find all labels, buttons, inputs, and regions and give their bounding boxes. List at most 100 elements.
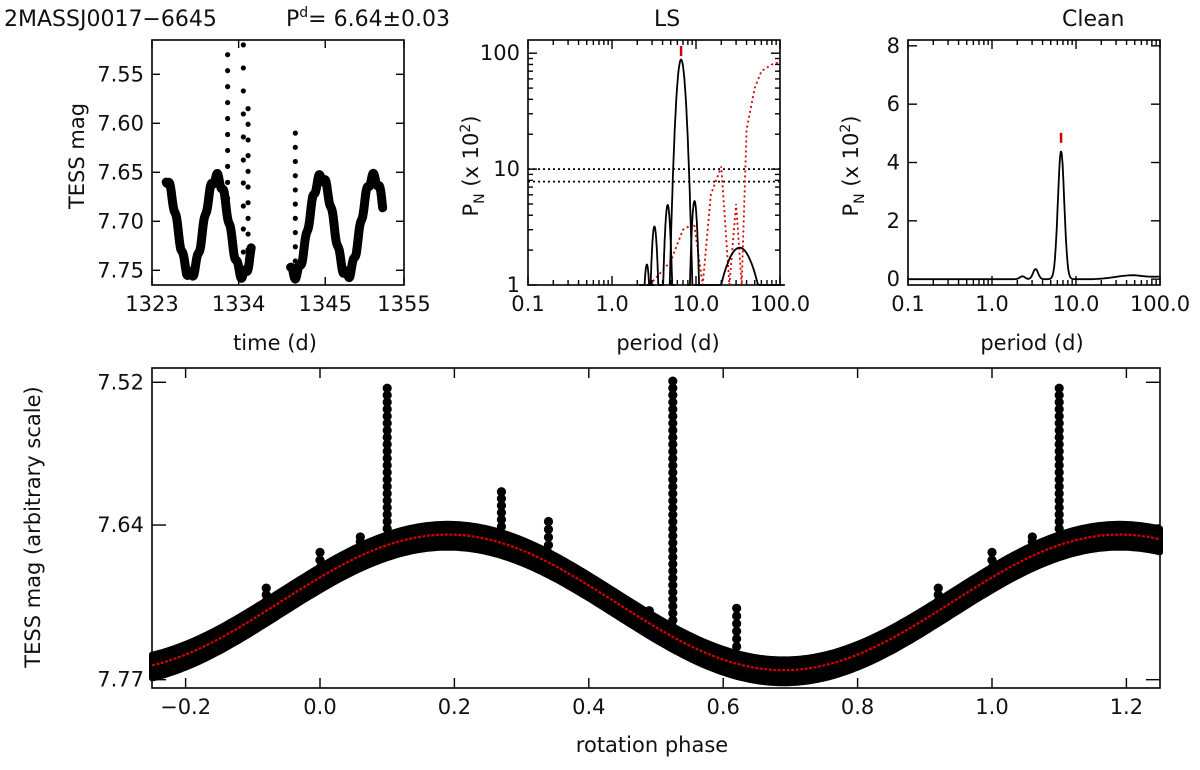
phase-flare-point <box>1054 502 1064 513</box>
phase-flare-point <box>382 481 392 492</box>
phase-flare-point <box>382 502 392 513</box>
phase-flare-point <box>382 404 392 414</box>
phase-flare-point <box>668 418 678 428</box>
phase-flare-point <box>261 590 271 600</box>
lightcurve-flare-point <box>240 134 246 140</box>
phase-flare-point <box>496 507 507 518</box>
phase-flare-point <box>382 474 392 485</box>
phase-xtick-label: −0.2 <box>160 695 211 719</box>
lightcurve-flare-point <box>245 184 251 190</box>
lightcurve-flare-point <box>245 106 251 112</box>
phase-flare-point <box>382 390 392 400</box>
phase-flare-point <box>543 524 554 534</box>
lightcurve-ytick-label: 7.65 <box>97 160 144 184</box>
phase-flare-point <box>355 532 365 542</box>
lightcurve-flare-point <box>225 195 231 201</box>
phase-flare-point <box>668 601 678 611</box>
phase-flare-point <box>1054 425 1064 435</box>
lightcurve-flare-point <box>240 88 246 94</box>
phase-flare-point <box>668 383 678 393</box>
phase-flare-point <box>382 425 392 435</box>
ls-ytick-label: 1 <box>507 273 520 297</box>
phase-flare-point <box>668 587 678 597</box>
clean-xtick-label: 1.0 <box>975 292 1008 316</box>
clean-ytick-label: 2 <box>887 209 900 233</box>
phase-flare-point <box>315 547 325 557</box>
clean-xtick-label: 10.0 <box>1053 292 1100 316</box>
phase-flare-point <box>496 521 507 532</box>
phase-flare-point <box>668 580 678 590</box>
lightcurve-xtick-label: 1345 <box>299 292 352 316</box>
phase-flare-point <box>668 503 678 513</box>
lightcurve-flare-point <box>225 52 231 58</box>
clean-ytick-label: 6 <box>887 92 900 116</box>
phase-flare-point <box>668 482 678 492</box>
phase-flare-point <box>261 596 271 606</box>
phase-flare-point <box>1054 467 1064 478</box>
lightcurve-flare-point <box>292 144 298 150</box>
phase-flare-point <box>1027 532 1037 542</box>
lightcurve-flare-point <box>240 42 246 48</box>
phase-flare-point <box>382 523 392 534</box>
phase-flare-point <box>1054 390 1064 400</box>
phase-flare-point <box>1054 439 1064 449</box>
lightcurve-flare-point <box>245 247 251 253</box>
period-symbol: P <box>286 7 299 32</box>
phase-flare-point <box>382 509 392 520</box>
phase-flare-point <box>933 596 943 606</box>
phase-flare-point <box>1054 418 1064 428</box>
phase-flare-point <box>668 496 678 506</box>
phase-flare-point <box>668 510 678 520</box>
lightcurve-flare-point <box>292 244 298 250</box>
phase-flare-point <box>496 514 507 525</box>
phase-panel: −0.2 0.0 0.2 0.4 0.6 0.8 1.0 1.2 7.52 7.64 7.77 <box>97 367 1163 719</box>
lightcurve-ylabel: TESS mag <box>65 103 89 210</box>
phase-ytick-label: 7.77 <box>97 668 144 692</box>
phase-flare-point <box>668 390 678 400</box>
phase-flare-point <box>668 376 678 386</box>
lightcurve-flare-point <box>225 84 231 90</box>
phase-flare-point <box>543 516 554 527</box>
phase-flare-point <box>1054 460 1064 471</box>
period-value: = 6.64±0.03 <box>308 7 450 32</box>
phase-flare-point <box>668 594 678 604</box>
phase-flare-point <box>644 606 654 616</box>
ls-xtick-label: 10.0 <box>673 292 720 316</box>
phase-flare-point <box>987 547 997 557</box>
phase-flare-point <box>1054 404 1064 414</box>
phase-flare-point <box>732 626 742 636</box>
lightcurve-flare-point <box>225 163 231 169</box>
phase-flare-point <box>732 649 742 659</box>
lightcurve-flare-point <box>240 180 246 186</box>
phase-flare-point <box>933 583 943 593</box>
phase-ylabel: TESS mag (arbitrary scale) <box>21 386 45 668</box>
lightcurve-xlabel: time (d) <box>233 331 317 355</box>
phase-flare-point <box>1054 453 1064 463</box>
phase-flare-point <box>668 397 678 407</box>
phase-flare-point <box>382 397 392 407</box>
clean-title: Clean <box>1062 7 1124 32</box>
lightcurve-panel: 1323 1334 1345 1355 7.55 7.60 7.65 7.70 7.75 <box>97 39 431 316</box>
phase-flare-point <box>668 524 678 534</box>
ls-xtick-label: 100.0 <box>750 292 810 316</box>
lightcurve-flare-point <box>245 262 251 269</box>
period-superscript: d <box>299 5 308 21</box>
ls-periodogram-peak <box>668 58 694 286</box>
phase-flare-point <box>261 583 271 593</box>
phase-flare-point <box>668 545 678 555</box>
phase-model-curve <box>151 533 1161 672</box>
star-designation: 2MASSJ0017−6645 <box>4 7 217 32</box>
clean-spectrum-line <box>908 150 1160 281</box>
phase-flare-point <box>1054 411 1064 421</box>
ls-periodogram-peak <box>694 246 785 286</box>
phase-flare-point <box>732 603 742 613</box>
lightcurve-flare-point <box>240 203 246 209</box>
phase-flare-point <box>668 460 678 471</box>
lightcurve-flare-point <box>292 229 298 236</box>
phase-flare-point <box>668 573 678 583</box>
phase-flare-point <box>315 563 325 573</box>
phase-xtick-label: 0.6 <box>706 695 739 719</box>
phase-flare-point <box>668 622 678 632</box>
phase-flare-point <box>668 489 678 499</box>
